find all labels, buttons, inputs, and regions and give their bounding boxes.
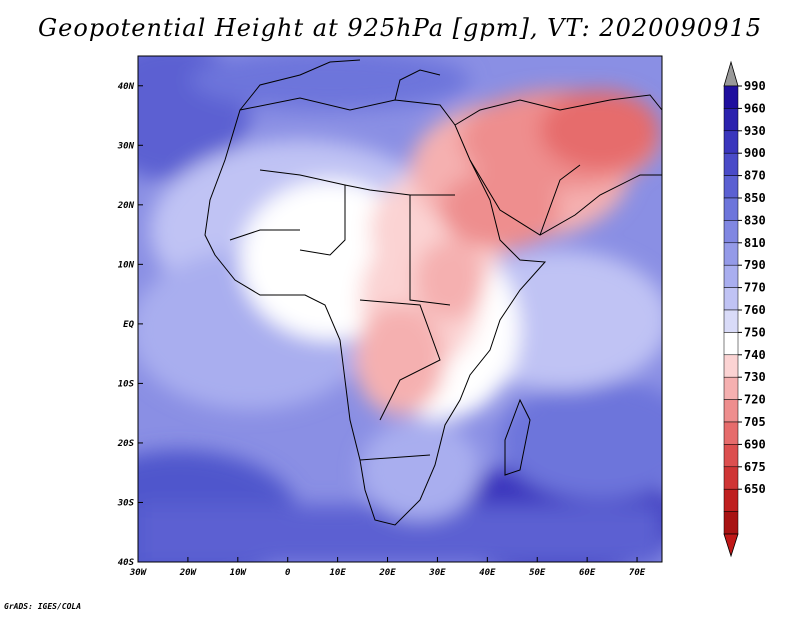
colorbar-bottom-arrow bbox=[723, 533, 739, 558]
lon-tick-label: 60E bbox=[579, 568, 596, 578]
colorbar-label: 960 bbox=[744, 101, 766, 115]
colorbar-label: 675 bbox=[744, 460, 766, 474]
lon-tick-label: 0 bbox=[285, 568, 291, 578]
lat-tick-label: 40S bbox=[118, 558, 135, 568]
colorbar-label: 990 bbox=[744, 79, 766, 93]
credit-text: GrADS: IGES/COLA bbox=[4, 602, 82, 611]
lon-tick-label: 20W bbox=[179, 568, 198, 578]
lon-tick-label: 20E bbox=[378, 568, 396, 578]
colorbar-label: 730 bbox=[744, 370, 766, 384]
map-title: Geopotential Height at 925hPa [gpm], VT:… bbox=[38, 14, 762, 42]
latitude-axis: 40N 30N 20N 10N EQ 10S 20S 30S 40S bbox=[117, 82, 143, 568]
colorbar-label: 810 bbox=[744, 236, 766, 250]
lon-tick-label: 30W bbox=[129, 568, 148, 578]
colorbar-label: 850 bbox=[744, 191, 766, 205]
lon-tick-label: 40E bbox=[479, 568, 496, 578]
colorbar-segment bbox=[723, 197, 739, 221]
colorbar-segment bbox=[723, 309, 739, 333]
colorbar-segment bbox=[723, 444, 739, 468]
colorbar-label: 720 bbox=[744, 393, 766, 407]
colorbar-label: 870 bbox=[744, 169, 766, 183]
colorbar-segment bbox=[723, 399, 739, 423]
colorbar-segment bbox=[723, 242, 739, 266]
colorbar-segment bbox=[723, 108, 739, 132]
colorbar-label: 690 bbox=[744, 437, 766, 451]
colorbar-segment bbox=[723, 152, 739, 176]
colorbar-label: 770 bbox=[744, 281, 766, 295]
lat-tick-label: 20N bbox=[117, 201, 135, 211]
colorbar: 990 960 930 900 870 850 830 810 790 770 760 750 740 7… bbox=[723, 60, 766, 558]
coastlines bbox=[204, 59, 662, 526]
lat-tick-label: 40N bbox=[118, 82, 135, 92]
colorbar-segment bbox=[723, 85, 739, 109]
colorbar-segment bbox=[723, 332, 739, 356]
colorbar-segment bbox=[723, 264, 739, 288]
colorbar-segment bbox=[723, 287, 739, 311]
colorbar-label: 740 bbox=[744, 348, 766, 362]
colorbar-segment bbox=[723, 488, 739, 512]
lat-tick-label: 10N bbox=[118, 260, 135, 270]
lon-tick-label: 10E bbox=[329, 568, 346, 578]
colorbar-label: 650 bbox=[744, 482, 766, 496]
lat-tick-label: 10S bbox=[118, 379, 135, 389]
colorbar-top-arrow bbox=[723, 60, 739, 87]
lon-tick-label: 30E bbox=[428, 568, 446, 578]
lon-tick-label: 50E bbox=[529, 568, 546, 578]
colorbar-segment bbox=[723, 130, 739, 154]
colorbar-label: 830 bbox=[744, 213, 766, 227]
colorbar-label: 930 bbox=[744, 124, 766, 138]
lon-tick-label: 10W bbox=[230, 568, 248, 578]
colorbar-segment bbox=[723, 175, 739, 199]
colorbar-segment bbox=[723, 220, 739, 244]
colorbar-label: 900 bbox=[744, 146, 766, 160]
lat-tick-label: 30N bbox=[117, 141, 135, 151]
plot-frame bbox=[137, 55, 663, 563]
colorbar-segment bbox=[723, 421, 739, 445]
colorbar-label: 705 bbox=[744, 415, 766, 429]
lat-tick-label: 20S bbox=[117, 439, 135, 449]
colorbar-label: 750 bbox=[744, 325, 766, 339]
lat-tick-label: 30S bbox=[117, 498, 135, 508]
colorbar-segment bbox=[723, 354, 739, 378]
colorbar-label: 760 bbox=[744, 303, 766, 317]
height-field bbox=[138, 56, 662, 562]
colorbar-segment bbox=[723, 376, 739, 400]
colorbar-segment bbox=[723, 511, 739, 535]
lat-tick-label: EQ bbox=[123, 320, 134, 330]
lon-tick-label: 70E bbox=[629, 568, 646, 578]
longitude-axis: 30W 20W 10W 0 10E 20E 30E 40E 50E 60E 70E bbox=[129, 557, 646, 578]
colorbar-segment bbox=[723, 466, 739, 490]
colorbar-label: 790 bbox=[744, 258, 766, 272]
